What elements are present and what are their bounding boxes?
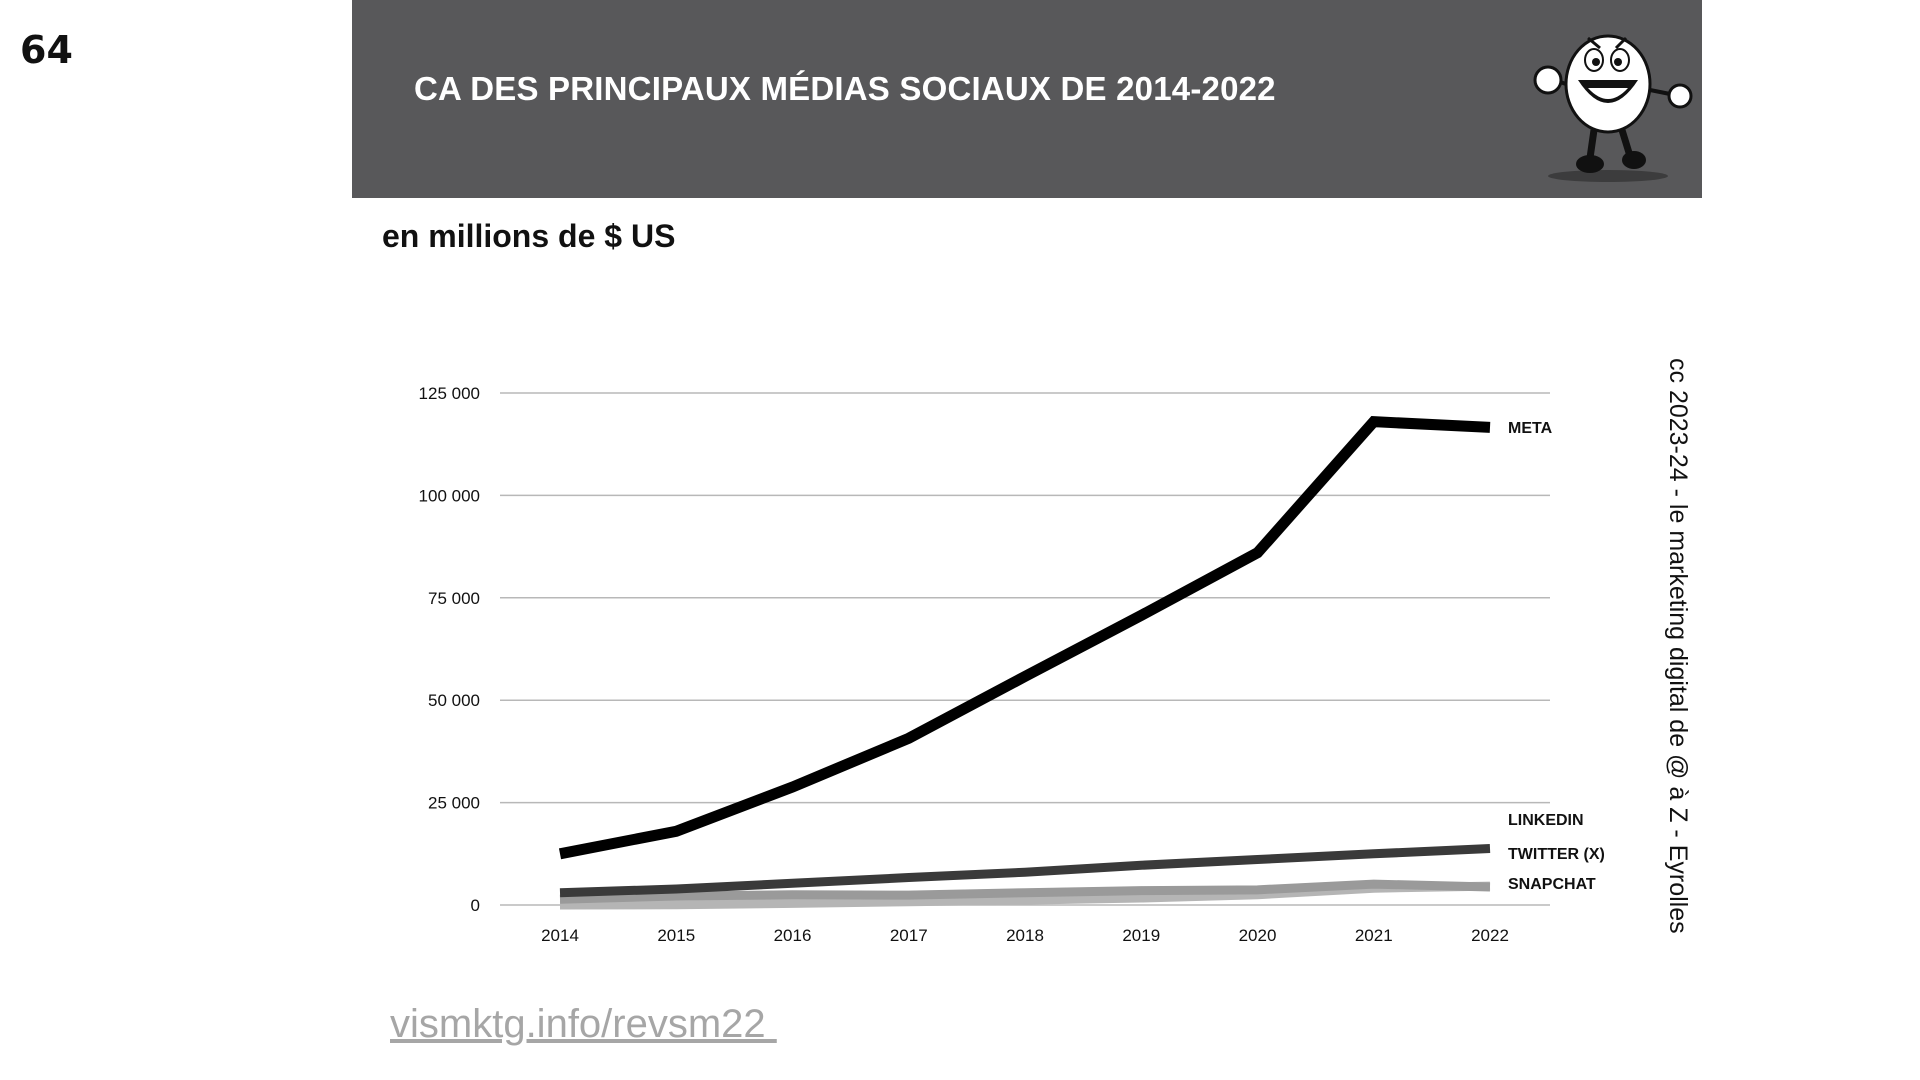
x-tick-label: 2017 (890, 926, 928, 945)
slide-title: CA DES PRINCIPAUX MÉDIAS SOCIAUX DE 2014… (414, 70, 1276, 107)
footer-link[interactable]: vismktg.info/revsm22 (390, 1002, 777, 1046)
x-tick-label: 2016 (774, 926, 812, 945)
series-label: META (1508, 420, 1553, 437)
y-tick-label: 0 (471, 896, 480, 915)
x-tick-label: 2019 (1122, 926, 1160, 945)
series-label: TWITTER (X) (1508, 846, 1605, 863)
copyright-credit: cc 2023-24 - le marketing digital de @ à… (1664, 358, 1692, 934)
y-tick-label: 100 000 (419, 486, 480, 505)
x-tick-label: 2015 (657, 926, 695, 945)
y-tick-label: 50 000 (428, 691, 480, 710)
x-tick-label: 2021 (1355, 926, 1393, 945)
x-tick-label: 2018 (1006, 926, 1044, 945)
y-tick-label: 75 000 (428, 589, 480, 608)
series-label: SNAPCHAT (1508, 876, 1596, 893)
y-tick-label: 125 000 (419, 384, 480, 403)
units-label: en millions de $ US (382, 218, 676, 254)
running-mascot-icon (1533, 34, 1693, 182)
series-line-linkedin (559, 843, 1491, 898)
slide-number: 64 (20, 28, 73, 72)
header-band: CA DES PRINCIPAUX MÉDIAS SOCIAUX DE 2014… (352, 0, 1702, 198)
y-tick-label: 25 000 (428, 794, 480, 813)
series-line-twitter-x (559, 879, 1491, 904)
series-line-meta (558, 416, 1491, 860)
x-tick-label: 2020 (1239, 926, 1277, 945)
series-label: LINKEDIN (1508, 812, 1584, 829)
x-tick-label: 2022 (1471, 926, 1509, 945)
x-tick-label: 2014 (541, 926, 579, 945)
